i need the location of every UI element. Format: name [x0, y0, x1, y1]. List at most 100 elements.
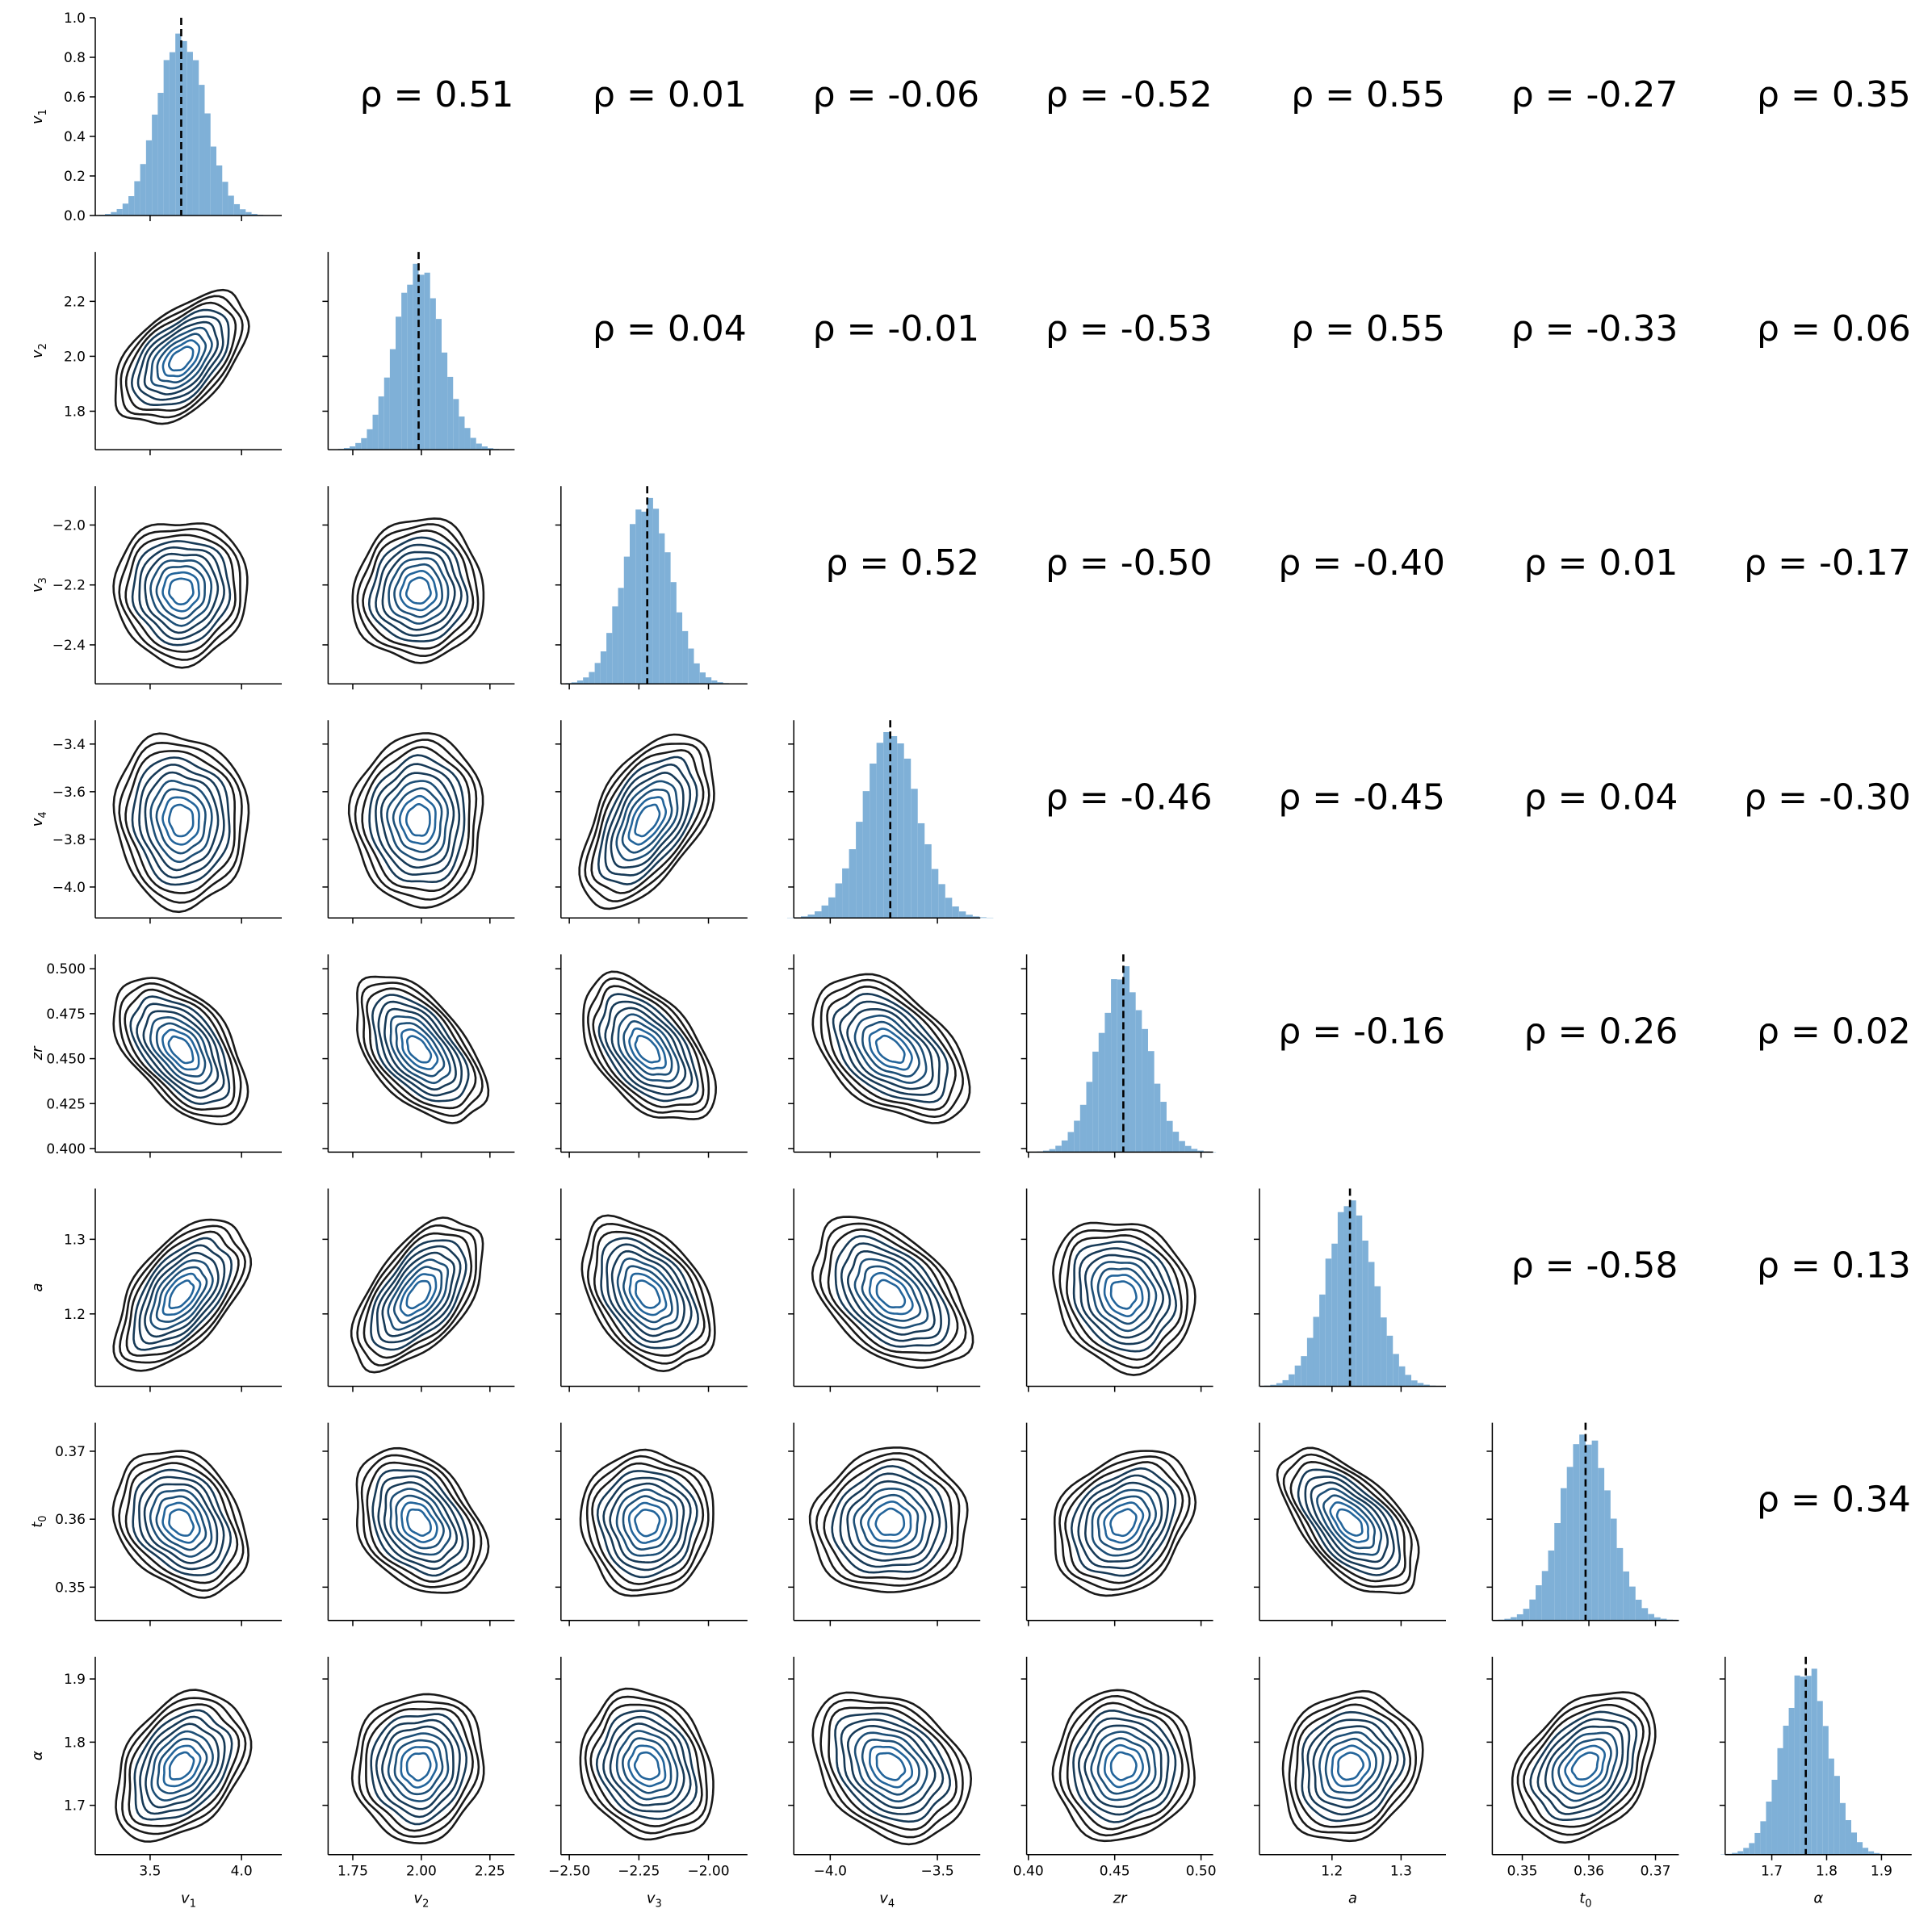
histogram-bar	[228, 195, 234, 216]
kde-contour	[846, 1480, 934, 1562]
kde-contour	[579, 1687, 715, 1841]
kde-contour	[834, 1235, 950, 1348]
y-tick-label: −2.2	[52, 578, 86, 594]
histogram-bar	[659, 533, 665, 684]
kde-contour	[155, 1495, 207, 1551]
kde-contour	[1324, 1737, 1377, 1794]
kde-contour	[826, 985, 957, 1111]
kde-contour	[375, 543, 463, 637]
histogram-bar	[378, 396, 384, 450]
histogram-bar	[652, 509, 660, 684]
kde-contour	[609, 1482, 685, 1564]
histogram-bar	[1393, 1354, 1399, 1387]
kde-contour	[580, 1214, 716, 1373]
kde-contour	[168, 1751, 195, 1781]
x-tick-label: 1.7	[1761, 1864, 1783, 1880]
kde-contour	[125, 1230, 240, 1357]
kde-contour	[595, 1710, 698, 1820]
y-tick-label: 2.0	[64, 349, 86, 365]
kde-contour	[861, 1738, 920, 1796]
kde-contour	[386, 780, 450, 861]
kde-contour	[1109, 1280, 1138, 1310]
kde-contour	[874, 1507, 906, 1536]
kde-contour	[868, 1028, 913, 1071]
histogram-bar	[1828, 1758, 1834, 1855]
histogram-bar	[418, 274, 425, 450]
x-axis-label-a: a	[1348, 1890, 1357, 1907]
kde-contour	[1281, 1689, 1424, 1843]
histogram-bar	[688, 648, 694, 684]
histogram-bar	[1771, 1779, 1778, 1855]
histogram-bar	[361, 437, 367, 450]
y-tick-label: 0.425	[46, 1096, 86, 1112]
kde-contour	[168, 577, 195, 605]
histogram-bar	[952, 906, 959, 919]
kde-contour	[840, 1718, 945, 1815]
kde-contour	[846, 1724, 937, 1809]
histogram-bar	[1743, 1848, 1750, 1855]
correlation-label-zr-a: ρ = -0.16	[1278, 1011, 1445, 1052]
histogram-bar	[856, 822, 863, 919]
kde-contour	[156, 333, 207, 383]
histogram-bar	[1811, 1668, 1817, 1855]
kde-contour	[139, 1715, 226, 1815]
histogram-bar	[694, 663, 700, 684]
histogram-bar	[396, 316, 402, 450]
kde-contour	[124, 301, 237, 412]
correlation-label-v1-alpha: ρ = 0.35	[1757, 74, 1911, 115]
kde-contour	[381, 1251, 456, 1337]
histogram-bar	[1760, 1821, 1766, 1855]
kde-contour	[161, 796, 200, 846]
panel-a-v3	[555, 1188, 748, 1392]
kde-contour	[627, 1501, 667, 1544]
histogram-bar	[1604, 1490, 1611, 1621]
kde-contour	[811, 1691, 973, 1846]
kde-contour	[131, 540, 232, 647]
histogram-bar	[1504, 1618, 1511, 1621]
kde-contour	[1570, 1752, 1599, 1781]
kde-contour	[388, 557, 450, 625]
kde-contour	[869, 1745, 913, 1789]
y-tick-label: 0.37	[55, 1444, 86, 1460]
kde-contour	[1306, 1718, 1399, 1816]
histogram-bar	[623, 556, 630, 684]
histogram-bar	[1868, 1851, 1875, 1855]
kde-contour	[138, 546, 225, 641]
kde-contour	[138, 1475, 225, 1571]
panel-alpha-zr: 0.40 0.45 0.50 zr	[1013, 1656, 1217, 1907]
kde-contour	[354, 739, 478, 901]
kde-contour	[112, 977, 249, 1126]
kde-contour	[375, 1718, 461, 1819]
histogram-bar	[1839, 1802, 1846, 1855]
histogram-bar	[571, 682, 577, 684]
correlation-label-v3-t0: ρ = 0.01	[1524, 542, 1678, 584]
kde-contour	[874, 1034, 906, 1065]
panel-alpha-v4: −4.0 −3.5v4	[788, 1656, 981, 1911]
histogram-bar	[407, 284, 413, 450]
histogram-bar	[1276, 1383, 1283, 1387]
kde-contour	[1276, 1446, 1420, 1595]
histogram-bar	[1635, 1599, 1642, 1621]
kde-contour	[604, 1000, 694, 1096]
kde-contour	[356, 1224, 477, 1367]
kde-contour	[370, 1713, 468, 1826]
kde-contour	[634, 1509, 661, 1538]
kde-contour	[1109, 1751, 1138, 1781]
histogram-bar	[1270, 1384, 1276, 1387]
kde-contour	[606, 1243, 693, 1344]
histogram-bar	[1160, 1102, 1167, 1153]
kde-contour	[1318, 1731, 1385, 1802]
histogram-bar	[1055, 1145, 1062, 1153]
histogram-bar	[1850, 1832, 1858, 1855]
correlation-label-zr-alpha: ρ = 0.02	[1757, 1011, 1911, 1052]
kde-contour	[1109, 1508, 1138, 1538]
kde-contour	[622, 1495, 673, 1551]
panel-v4-v2	[322, 720, 515, 924]
kde-contour	[363, 1232, 473, 1359]
kde-contour	[622, 1265, 673, 1324]
histogram-bar	[1591, 1440, 1599, 1621]
histogram-bar	[1197, 1150, 1204, 1153]
kde-contour	[584, 743, 710, 902]
kde-contour	[168, 803, 195, 838]
